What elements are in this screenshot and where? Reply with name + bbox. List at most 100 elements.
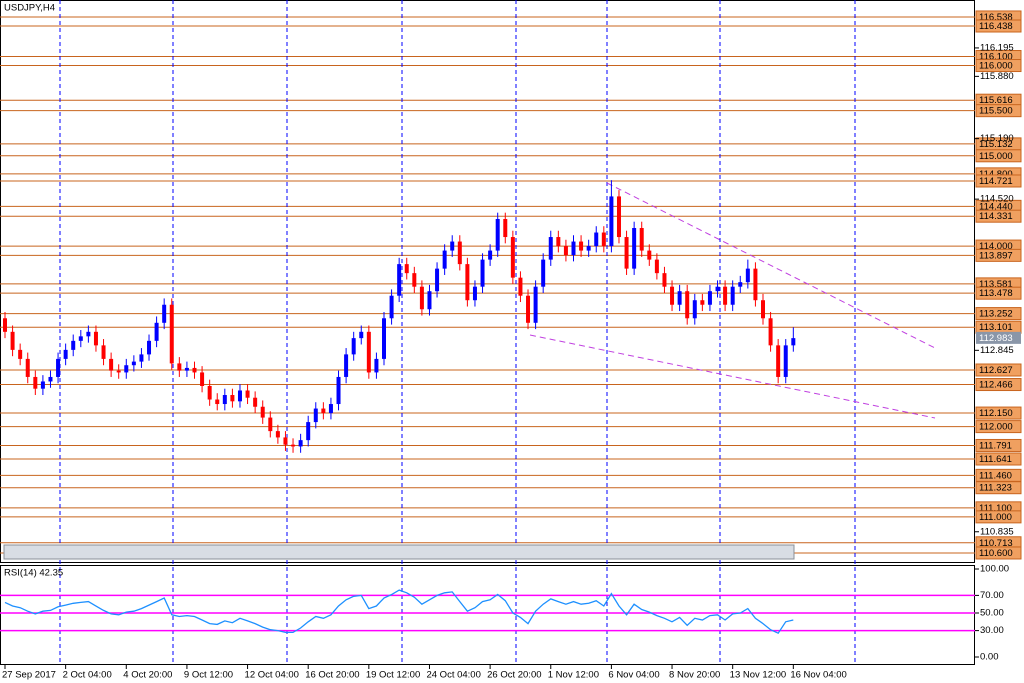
candle-body bbox=[306, 422, 311, 441]
level-label: 111.791 bbox=[979, 440, 1012, 451]
level-label: 112.627 bbox=[979, 365, 1013, 376]
candle-body bbox=[768, 318, 773, 346]
candle-body bbox=[169, 304, 174, 364]
candle-body bbox=[700, 300, 705, 305]
current-price-label: 112.983 bbox=[979, 333, 1013, 344]
level-label: 114.800 bbox=[979, 169, 1013, 180]
x-tick-label: 24 Oct 04:00 bbox=[426, 670, 480, 681]
main-panel bbox=[0, 0, 975, 563]
level-label: 112.466 bbox=[979, 380, 1013, 391]
candle-body bbox=[275, 431, 280, 438]
candle-body bbox=[344, 354, 349, 377]
candle-body bbox=[518, 277, 523, 296]
y-tick-label: 110.835 bbox=[980, 526, 1014, 537]
candle-body bbox=[503, 218, 508, 238]
level-label: 116.438 bbox=[979, 21, 1013, 32]
candle-body bbox=[548, 237, 553, 260]
time-strip bbox=[3, 544, 795, 560]
candle-body bbox=[563, 246, 568, 256]
candle-body bbox=[761, 300, 765, 319]
candle-body bbox=[3, 318, 7, 332]
trendlines bbox=[529, 182, 936, 419]
rsi-y-tick-label: 0.00 bbox=[980, 652, 999, 663]
candle-body bbox=[147, 340, 152, 355]
level-label: 110.713 bbox=[979, 538, 1013, 549]
x-tick-label: 8 Nov 20:00 bbox=[669, 670, 720, 681]
candle-body bbox=[526, 295, 531, 323]
level-label-box bbox=[975, 174, 1022, 188]
candle-body bbox=[260, 406, 265, 418]
level-label-box bbox=[975, 248, 1022, 262]
candle-body bbox=[601, 232, 606, 247]
x-tick-label: 1 Nov 12:00 bbox=[548, 670, 599, 681]
candle-body bbox=[609, 196, 614, 247]
candle-body bbox=[78, 336, 83, 341]
candle-body bbox=[154, 322, 159, 341]
candle-body bbox=[328, 404, 333, 414]
candle-body bbox=[435, 268, 440, 292]
candle-body bbox=[207, 385, 212, 400]
level-label: 111.000 bbox=[979, 512, 1012, 523]
x-tick-label: 16 Oct 20:00 bbox=[305, 670, 359, 681]
candle-body bbox=[745, 268, 750, 283]
level-label-box bbox=[975, 420, 1022, 434]
candle-body bbox=[632, 228, 637, 269]
candle-body bbox=[237, 390, 242, 402]
x-tick-label: 12 Oct 04:00 bbox=[245, 670, 299, 681]
rsi bbox=[0, 589, 975, 635]
candle-body bbox=[313, 408, 318, 423]
y-tick-label: 115.880 bbox=[980, 71, 1014, 82]
level-label-box bbox=[975, 286, 1022, 300]
level-label-box bbox=[975, 307, 1022, 321]
x-tick-label: 16 Nov 04:00 bbox=[790, 670, 847, 681]
x-tick-label: 27 Sep 2017 bbox=[2, 670, 56, 681]
candle-body bbox=[533, 286, 538, 323]
rsi-title: RSI(14) 42.35 bbox=[4, 568, 63, 579]
x-tick-label: 13 Nov 12:00 bbox=[730, 670, 787, 681]
chart-title: USDJPY,H4 bbox=[4, 3, 55, 14]
level-label-box bbox=[975, 104, 1022, 118]
candle-body bbox=[495, 218, 500, 251]
candle-body bbox=[268, 417, 273, 432]
level-label: 116.100 bbox=[979, 52, 1013, 63]
candle-body bbox=[230, 395, 235, 402]
level-label-box bbox=[975, 406, 1022, 420]
candle-body bbox=[442, 250, 447, 269]
level-label: 113.252 bbox=[979, 309, 1013, 320]
y-tick-label: 112.845 bbox=[980, 345, 1014, 356]
candle-body bbox=[184, 367, 189, 371]
rsi-y-tick-label: 30.00 bbox=[980, 625, 1004, 636]
candle-body bbox=[715, 286, 720, 292]
x-tick-label: 4 Oct 20:00 bbox=[123, 670, 172, 681]
level-label: 111.100 bbox=[979, 503, 1012, 514]
candle-body bbox=[579, 241, 584, 251]
candle-body bbox=[427, 291, 432, 310]
candle-body bbox=[253, 397, 258, 407]
candle-body bbox=[124, 365, 129, 373]
level-label: 113.101 bbox=[979, 322, 1013, 333]
level-label: 114.331 bbox=[979, 211, 1013, 222]
rsi-panel bbox=[0, 565, 975, 665]
candle-body bbox=[692, 300, 697, 319]
candle-body bbox=[677, 291, 682, 305]
candle-body bbox=[776, 345, 781, 377]
candle-body bbox=[488, 250, 493, 260]
candle-body bbox=[33, 376, 38, 389]
level-label: 115.616 bbox=[979, 95, 1013, 106]
level-label-box bbox=[975, 149, 1022, 163]
candle-body bbox=[472, 286, 477, 301]
candle-body bbox=[298, 440, 303, 447]
candle-body bbox=[48, 376, 53, 382]
candle-body bbox=[480, 259, 485, 287]
candle-body bbox=[571, 241, 576, 256]
candle-body bbox=[450, 241, 455, 251]
candle-body bbox=[291, 444, 296, 447]
candle-body bbox=[382, 318, 386, 359]
level-label: 113.581 bbox=[979, 279, 1013, 290]
level-label-box bbox=[975, 438, 1022, 452]
candle-body bbox=[707, 291, 712, 305]
level-label: 115.000 bbox=[979, 151, 1013, 162]
candle-body bbox=[783, 345, 788, 377]
candle-body bbox=[116, 370, 121, 373]
level-label-box bbox=[975, 378, 1022, 392]
